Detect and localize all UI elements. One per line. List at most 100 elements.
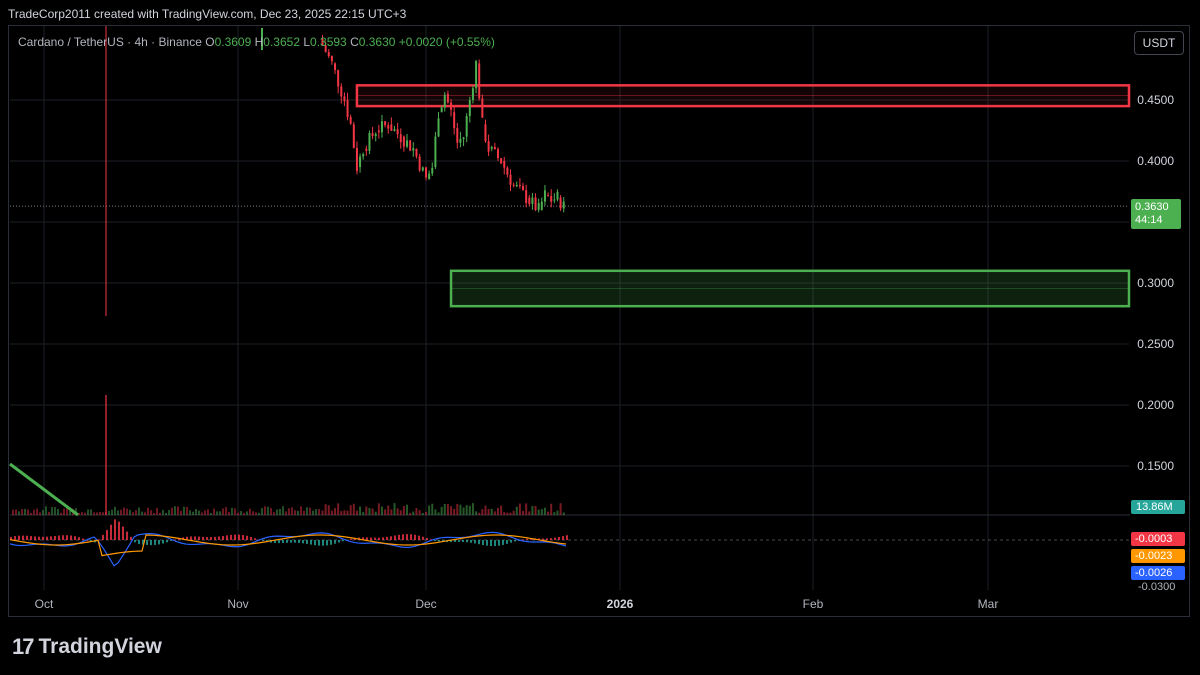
volume-bar bbox=[393, 503, 396, 515]
candle-body bbox=[431, 167, 434, 174]
macd-histogram-bar bbox=[410, 534, 412, 540]
volume-bar bbox=[231, 507, 233, 515]
candle-body bbox=[324, 45, 327, 53]
macd-histogram-bar bbox=[238, 534, 240, 540]
macd-histogram-bar bbox=[498, 540, 500, 546]
candle-body bbox=[440, 107, 443, 113]
volume-bar bbox=[252, 511, 254, 515]
candle-body bbox=[412, 148, 415, 151]
volume-bar bbox=[99, 511, 101, 515]
candle-body bbox=[399, 134, 402, 143]
volume-bar bbox=[493, 511, 496, 515]
candle-body bbox=[553, 199, 556, 201]
chart-attribution: TradeCorp2011 created with TradingView.c… bbox=[8, 7, 407, 21]
volume-bar bbox=[36, 508, 38, 515]
close-value: 0.3630 bbox=[358, 35, 396, 49]
low-label: L bbox=[303, 35, 311, 49]
macd-signal-line bbox=[9, 534, 567, 557]
macd-histogram-bar bbox=[54, 535, 56, 540]
candle-body bbox=[547, 195, 550, 197]
macd-histogram-bar bbox=[242, 535, 244, 540]
time-axis-label: Mar bbox=[977, 597, 999, 611]
price-axis-label: 0.1500 bbox=[1137, 459, 1174, 473]
price-axis-label: 0.4000 bbox=[1137, 154, 1174, 168]
volume-bar bbox=[63, 508, 65, 515]
macd-histogram-bar bbox=[322, 540, 324, 546]
volume-bar bbox=[406, 504, 409, 515]
tradingview-logo[interactable]: 17 TradingView bbox=[12, 634, 162, 660]
candle-body bbox=[406, 140, 409, 147]
macd-histogram-bar bbox=[506, 540, 508, 544]
candle-body bbox=[528, 197, 531, 204]
volume-bar bbox=[562, 512, 565, 515]
candle-body bbox=[437, 118, 440, 137]
currency-button[interactable]: USDT bbox=[1134, 31, 1184, 55]
volume-bar bbox=[30, 512, 32, 515]
volume-bar bbox=[156, 507, 158, 515]
volume-bar bbox=[374, 511, 377, 515]
candle-body bbox=[468, 99, 471, 117]
volume-bar bbox=[171, 507, 173, 515]
macd-histogram-bar bbox=[302, 540, 304, 544]
candle-body bbox=[456, 128, 459, 143]
last-price-tag: 0.3630 44:14 bbox=[1131, 199, 1181, 229]
open-value: 0.3609 bbox=[214, 35, 252, 49]
volume-bar bbox=[132, 512, 134, 515]
volume-bar bbox=[177, 506, 179, 515]
volume-bar bbox=[390, 509, 393, 515]
macd-histogram-bar bbox=[378, 537, 380, 540]
chart-frame[interactable] bbox=[8, 25, 1190, 617]
volume-bar bbox=[528, 511, 531, 515]
macd-histogram-bar bbox=[542, 538, 544, 540]
volume-bar bbox=[425, 511, 427, 515]
macd-histogram-bar bbox=[310, 540, 312, 545]
macd-histogram-bar bbox=[98, 539, 100, 541]
volume-bar bbox=[343, 510, 346, 515]
volume-bar bbox=[168, 509, 170, 515]
macd-histogram-bar bbox=[486, 540, 488, 546]
candle-body bbox=[330, 55, 333, 62]
macd-histogram-bar bbox=[406, 534, 408, 540]
volume-bar bbox=[165, 512, 167, 515]
macd-histogram-bar bbox=[470, 540, 472, 543]
macd-histogram-bar bbox=[478, 540, 480, 545]
tradingview-logo-text: TradingView bbox=[38, 635, 162, 658]
macd-histogram-bar bbox=[58, 535, 60, 540]
price-axis-label: 0.2000 bbox=[1137, 398, 1174, 412]
macd-histogram-bar bbox=[538, 538, 540, 540]
macd-histogram-bar bbox=[26, 535, 28, 540]
volume-bar bbox=[534, 505, 537, 515]
candle-body bbox=[534, 197, 537, 211]
macd-histogram-bar bbox=[530, 538, 532, 540]
volume-bar bbox=[359, 506, 362, 515]
macd-histogram-bar bbox=[190, 536, 192, 540]
volume-bar bbox=[428, 505, 431, 515]
volume-bar bbox=[33, 509, 35, 515]
volume-bar bbox=[198, 510, 200, 515]
volume-bar bbox=[340, 511, 343, 515]
volume-bar bbox=[255, 512, 257, 515]
volume-bar bbox=[219, 511, 221, 515]
volume-bar bbox=[509, 512, 512, 515]
candle-body bbox=[475, 61, 478, 89]
volume-bar bbox=[186, 506, 188, 515]
candle-body bbox=[343, 96, 346, 102]
volume-bar bbox=[490, 508, 493, 515]
volume-bar bbox=[147, 507, 149, 515]
volume-bar bbox=[465, 505, 468, 515]
macd-histogram-bar bbox=[174, 539, 176, 541]
volume-bar bbox=[324, 504, 327, 515]
volume-bar bbox=[368, 508, 371, 515]
macd-histogram-bar bbox=[558, 536, 560, 540]
volume-bar bbox=[39, 512, 41, 515]
candle-body bbox=[556, 191, 559, 200]
volume-bar bbox=[387, 505, 390, 515]
candle-body bbox=[340, 86, 343, 97]
high-value: 0.3652 bbox=[263, 35, 300, 49]
volume-bar bbox=[418, 510, 421, 515]
volume-bar bbox=[431, 503, 434, 515]
volume-bar bbox=[189, 510, 191, 515]
volume-bar bbox=[246, 511, 248, 515]
macd-histogram-bar bbox=[154, 540, 156, 545]
